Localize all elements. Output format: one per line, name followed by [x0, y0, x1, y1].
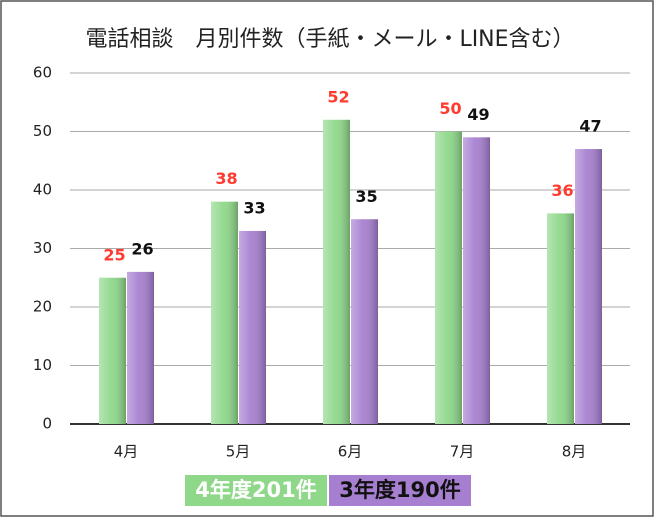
y-tick-label: 40	[33, 181, 52, 199]
bar-shading	[127, 271, 154, 424]
bar-shading	[463, 137, 490, 424]
y-tick-label: 10	[33, 356, 52, 374]
data-label: 47	[579, 117, 601, 136]
x-tick-label: 4月	[114, 443, 139, 461]
data-label: 49	[467, 105, 489, 124]
legend-label: 3年度190件	[339, 478, 460, 502]
data-label: 25	[103, 245, 125, 264]
bar-shading	[435, 131, 462, 424]
legend-label: 4年度201件	[195, 478, 316, 502]
data-label: 36	[551, 181, 573, 200]
chart-title: 電話相談 月別件数（手紙・メール・LINE含む）	[85, 27, 574, 52]
data-label: 38	[215, 169, 237, 188]
data-label: 33	[243, 198, 265, 217]
x-tick-label: 6月	[338, 443, 363, 461]
legend-swatch	[329, 475, 471, 506]
data-label: 50	[439, 99, 461, 118]
y-tick-label: 20	[33, 298, 52, 316]
bar-shading	[239, 230, 266, 424]
x-tick-label: 7月	[450, 443, 475, 461]
bar-shading	[547, 213, 574, 424]
y-tick-label: 30	[33, 239, 52, 257]
bar-shading	[323, 119, 350, 425]
bar-shading	[99, 277, 126, 424]
x-tick-label: 5月	[226, 443, 251, 461]
bar-shading	[575, 149, 602, 425]
x-tick-label: 8月	[562, 443, 587, 461]
bar-shading	[351, 219, 378, 424]
bar-shading	[211, 201, 238, 424]
y-tick-label: 50	[33, 122, 52, 140]
y-tick-label: 60	[33, 64, 52, 82]
y-tick-label: 0	[42, 415, 52, 433]
data-label: 26	[131, 239, 153, 258]
legend-swatch	[185, 475, 327, 506]
data-label: 35	[355, 187, 377, 206]
data-label: 52	[327, 87, 349, 106]
